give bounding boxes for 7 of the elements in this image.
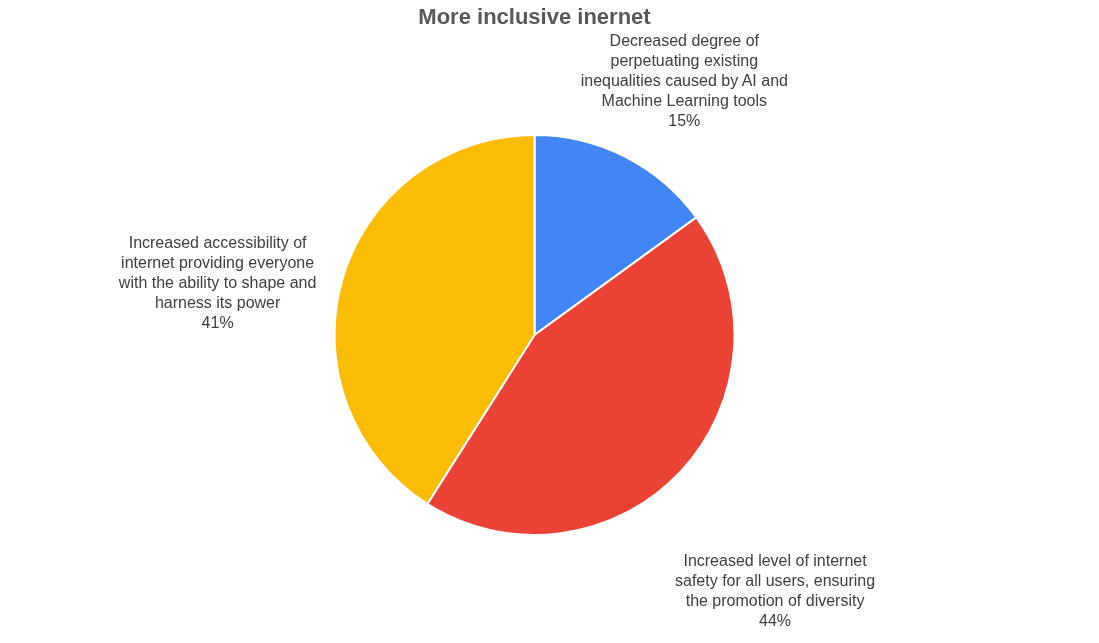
data-label: 41% — [201, 313, 234, 331]
slice-label: Increased accessibility of internet providing everyone with the ability to shape and harness its power — [117, 233, 317, 311]
slice-label: Decreased degree of perpetuating existing inequalities caused by AI and Machine Learning tools — [580, 31, 788, 109]
data-label: 15% — [668, 111, 701, 129]
chart-title: More inclusive inernet — [418, 3, 652, 29]
slice-label: Increased level of internet safety for all users, ensuring the promotion of diversity — [675, 551, 876, 609]
data-label: 44% — [759, 611, 792, 629]
